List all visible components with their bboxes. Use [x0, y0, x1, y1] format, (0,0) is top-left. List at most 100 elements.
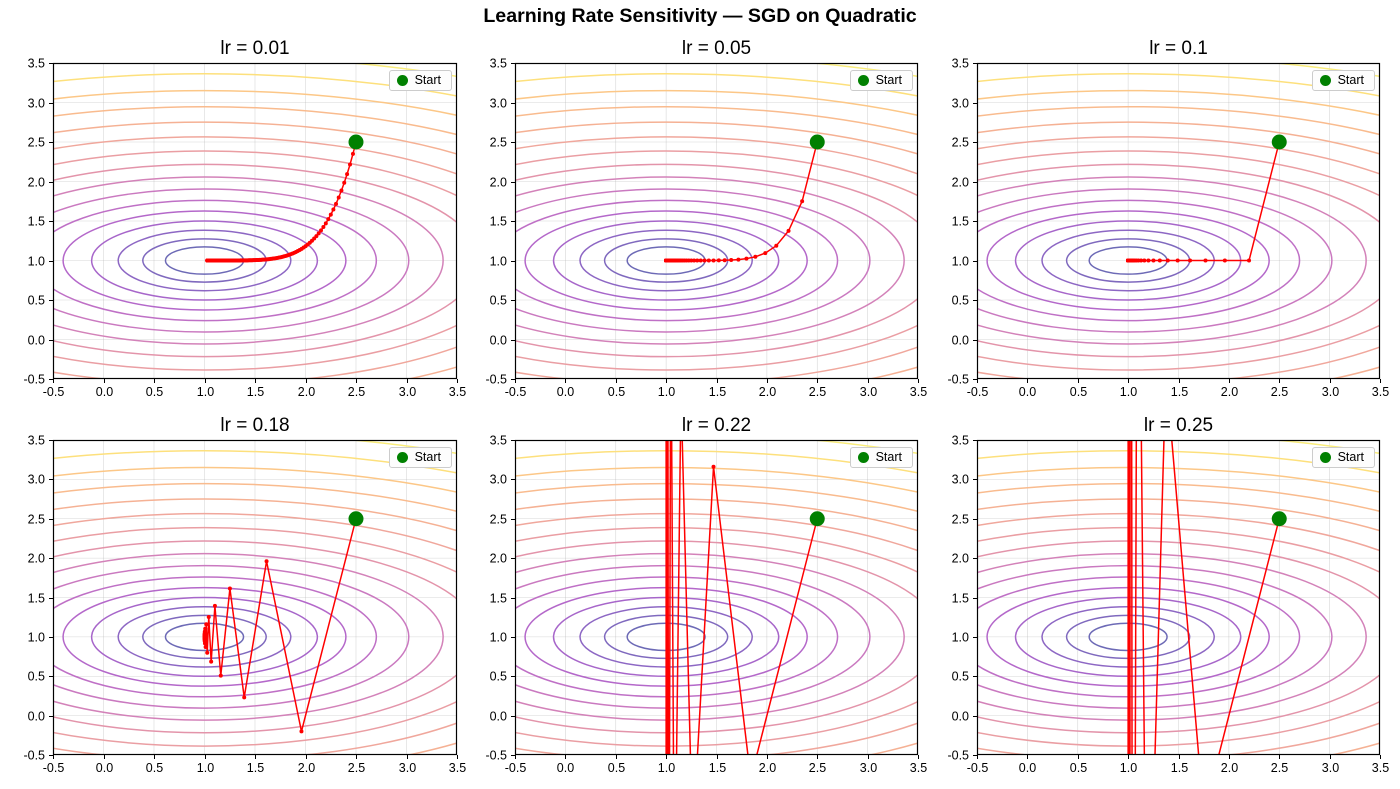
svg-text:-0.5: -0.5: [23, 749, 45, 763]
svg-text:3.0: 3.0: [1322, 761, 1339, 775]
svg-text:-0.5: -0.5: [967, 385, 989, 399]
svg-text:1.0: 1.0: [1120, 761, 1137, 775]
svg-text:2.5: 2.5: [490, 136, 507, 150]
svg-text:-0.5: -0.5: [505, 761, 527, 775]
svg-text:2.0: 2.0: [490, 552, 507, 566]
svg-text:-0.5: -0.5: [967, 761, 989, 775]
svg-text:3.5: 3.5: [28, 57, 45, 71]
svg-text:2.5: 2.5: [348, 385, 365, 399]
svg-text:2.5: 2.5: [809, 385, 826, 399]
svg-text:3.0: 3.0: [399, 385, 416, 399]
svg-text:-0.5: -0.5: [23, 373, 45, 387]
svg-text:2.0: 2.0: [28, 176, 45, 190]
svg-text:-0.5: -0.5: [43, 761, 65, 775]
svg-text:1.0: 1.0: [658, 761, 675, 775]
svg-text:2.5: 2.5: [348, 761, 365, 775]
svg-text:3.0: 3.0: [490, 97, 507, 111]
svg-text:2.5: 2.5: [1271, 385, 1288, 399]
svg-text:1.0: 1.0: [952, 631, 969, 645]
svg-text:1.0: 1.0: [197, 761, 214, 775]
svg-text:-0.5: -0.5: [43, 385, 65, 399]
svg-text:2.5: 2.5: [809, 761, 826, 775]
svg-text:1.5: 1.5: [1171, 385, 1188, 399]
svg-text:0.0: 0.0: [28, 710, 45, 724]
svg-text:3.5: 3.5: [449, 385, 466, 399]
svg-text:2.5: 2.5: [1271, 761, 1288, 775]
svg-text:0.5: 0.5: [1070, 385, 1087, 399]
svg-text:1.5: 1.5: [28, 215, 45, 229]
svg-text:0.5: 0.5: [1070, 761, 1087, 775]
svg-text:1.5: 1.5: [247, 761, 264, 775]
svg-text:1.5: 1.5: [709, 385, 726, 399]
svg-text:1.0: 1.0: [1120, 385, 1137, 399]
svg-text:0.5: 0.5: [608, 385, 625, 399]
svg-text:3.0: 3.0: [28, 97, 45, 111]
svg-text:3.0: 3.0: [490, 473, 507, 487]
svg-text:2.0: 2.0: [28, 552, 45, 566]
svg-text:3.0: 3.0: [28, 473, 45, 487]
svg-text:1.0: 1.0: [952, 255, 969, 269]
svg-text:3.5: 3.5: [952, 434, 969, 448]
svg-text:1.0: 1.0: [490, 255, 507, 269]
svg-text:0.0: 0.0: [28, 334, 45, 348]
svg-text:1.0: 1.0: [197, 385, 214, 399]
svg-text:0.0: 0.0: [490, 710, 507, 724]
svg-text:3.5: 3.5: [449, 761, 466, 775]
svg-text:0.0: 0.0: [490, 334, 507, 348]
svg-text:1.5: 1.5: [28, 592, 45, 606]
svg-text:1.0: 1.0: [28, 631, 45, 645]
svg-text:-0.5: -0.5: [947, 749, 969, 763]
svg-text:0.5: 0.5: [28, 294, 45, 308]
svg-text:2.0: 2.0: [490, 176, 507, 190]
svg-text:0.5: 0.5: [490, 670, 507, 684]
svg-text:1.0: 1.0: [658, 385, 675, 399]
svg-text:3.5: 3.5: [28, 434, 45, 448]
svg-text:3.0: 3.0: [952, 97, 969, 111]
svg-text:2.5: 2.5: [952, 136, 969, 150]
svg-text:1.5: 1.5: [490, 215, 507, 229]
svg-text:2.0: 2.0: [298, 761, 315, 775]
svg-text:2.0: 2.0: [952, 552, 969, 566]
svg-text:0.0: 0.0: [952, 334, 969, 348]
svg-text:0.5: 0.5: [952, 670, 969, 684]
svg-text:2.5: 2.5: [28, 513, 45, 527]
svg-text:0.5: 0.5: [28, 670, 45, 684]
svg-text:3.0: 3.0: [860, 761, 877, 775]
svg-text:-0.5: -0.5: [947, 373, 969, 387]
svg-text:2.5: 2.5: [952, 513, 969, 527]
svg-text:0.0: 0.0: [1019, 761, 1036, 775]
svg-text:1.0: 1.0: [490, 631, 507, 645]
svg-text:0.0: 0.0: [952, 710, 969, 724]
svg-text:0.0: 0.0: [1019, 385, 1036, 399]
svg-text:0.0: 0.0: [96, 761, 113, 775]
svg-text:2.5: 2.5: [490, 513, 507, 527]
svg-text:1.5: 1.5: [490, 592, 507, 606]
svg-text:3.5: 3.5: [490, 434, 507, 448]
svg-text:2.0: 2.0: [952, 176, 969, 190]
svg-text:1.5: 1.5: [709, 761, 726, 775]
svg-text:0.0: 0.0: [557, 385, 574, 399]
svg-text:3.0: 3.0: [860, 385, 877, 399]
svg-text:3.5: 3.5: [490, 57, 507, 71]
svg-text:-0.5: -0.5: [505, 385, 527, 399]
svg-text:1.5: 1.5: [247, 385, 264, 399]
svg-text:1.5: 1.5: [952, 215, 969, 229]
svg-text:3.5: 3.5: [910, 761, 927, 775]
svg-text:-0.5: -0.5: [485, 749, 507, 763]
svg-text:1.0: 1.0: [28, 255, 45, 269]
svg-text:3.0: 3.0: [1322, 385, 1339, 399]
svg-text:0.5: 0.5: [146, 761, 163, 775]
svg-text:2.0: 2.0: [759, 385, 776, 399]
svg-text:0.5: 0.5: [608, 761, 625, 775]
svg-text:2.0: 2.0: [1221, 761, 1238, 775]
svg-text:1.5: 1.5: [952, 592, 969, 606]
svg-text:0.5: 0.5: [490, 294, 507, 308]
svg-text:2.5: 2.5: [28, 136, 45, 150]
svg-text:3.5: 3.5: [910, 385, 927, 399]
svg-text:1.5: 1.5: [1171, 761, 1188, 775]
svg-text:2.0: 2.0: [1221, 385, 1238, 399]
svg-text:3.5: 3.5: [952, 57, 969, 71]
svg-text:2.0: 2.0: [298, 385, 315, 399]
svg-text:0.5: 0.5: [146, 385, 163, 399]
svg-text:3.5: 3.5: [1372, 385, 1389, 399]
